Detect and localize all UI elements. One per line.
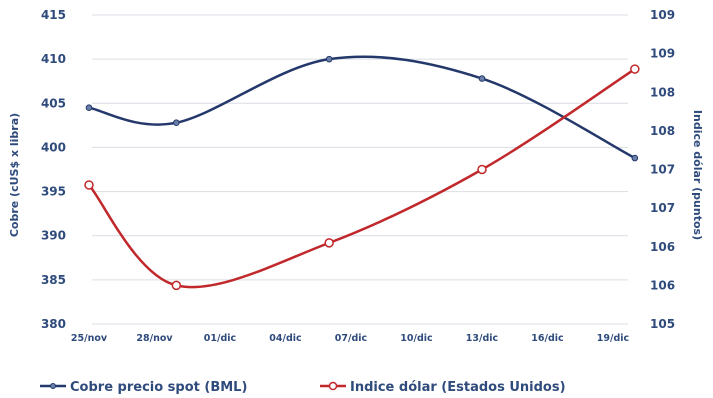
data-point: [174, 120, 180, 126]
right-tick-label: 107: [650, 201, 675, 215]
x-tick-label: 19/dic: [597, 333, 629, 344]
x-tick-label: 13/dic: [466, 333, 498, 344]
x-tick-label: 10/dic: [400, 333, 432, 344]
data-point: [326, 56, 332, 62]
legend-marker-cobre: [51, 384, 56, 389]
legend-label-cobre: Cobre precio spot (BML): [70, 380, 247, 395]
x-tick-label: 01/dic: [204, 333, 236, 344]
series-line: [89, 69, 635, 287]
right-tick-label: 107: [650, 163, 675, 177]
right-tick-label: 109: [650, 8, 675, 22]
x-axis-ticks: 25/nov 28/nov 01/dic 04/dic 07/dic 10/dic 13/d…: [71, 333, 629, 344]
right-axis-ticks: 105 106 106 107 107 108 108 109 109: [650, 8, 675, 331]
data-point: [479, 76, 485, 82]
left-tick-label: 410: [41, 52, 66, 66]
x-tick-label: 28/nov: [136, 333, 173, 344]
legend-marker-indice: [330, 383, 337, 390]
right-tick-label: 106: [650, 240, 675, 254]
left-tick-label: 395: [41, 185, 66, 199]
data-point: [172, 281, 180, 289]
series-cobre: [86, 56, 637, 160]
x-tick-label: 07/dic: [335, 333, 367, 344]
x-tick-label: 16/dic: [531, 333, 563, 344]
data-point: [632, 155, 638, 161]
left-axis-ticks: 380 385 390 395 400 405 410 415: [41, 8, 66, 331]
left-tick-label: 415: [41, 8, 66, 22]
data-point: [86, 105, 92, 111]
right-tick-label: 109: [650, 47, 675, 61]
legend-label-indice: Indice dólar (Estados Unidos): [350, 380, 566, 395]
right-tick-label: 105: [650, 317, 675, 331]
series-line: [89, 57, 635, 158]
data-point: [325, 239, 333, 247]
right-tick-label: 106: [650, 278, 675, 292]
right-tick-label: 108: [650, 124, 675, 138]
x-tick-label: 25/nov: [71, 333, 108, 344]
x-tick-label: 04/dic: [269, 333, 301, 344]
left-tick-label: 405: [41, 96, 66, 110]
data-point: [478, 166, 486, 174]
left-axis-title: Cobre (cUS$ x libra): [8, 113, 21, 237]
data-point: [631, 65, 639, 73]
right-tick-label: 108: [650, 85, 675, 99]
series-indice-dolar: [85, 65, 639, 289]
left-tick-label: 400: [41, 140, 66, 154]
left-tick-label: 385: [41, 273, 66, 287]
series: [85, 56, 639, 289]
data-point: [85, 181, 93, 189]
left-tick-label: 390: [41, 229, 66, 243]
grid: [92, 15, 628, 324]
legend-item-indice: Indice dólar (Estados Unidos): [320, 380, 566, 395]
left-tick-label: 380: [41, 317, 66, 331]
legend-item-cobre: Cobre precio spot (BML): [40, 380, 247, 395]
right-axis-title: Indice dólar (puntos): [691, 110, 704, 240]
legend: Cobre precio spot (BML) Indice dólar (Es…: [40, 380, 566, 395]
